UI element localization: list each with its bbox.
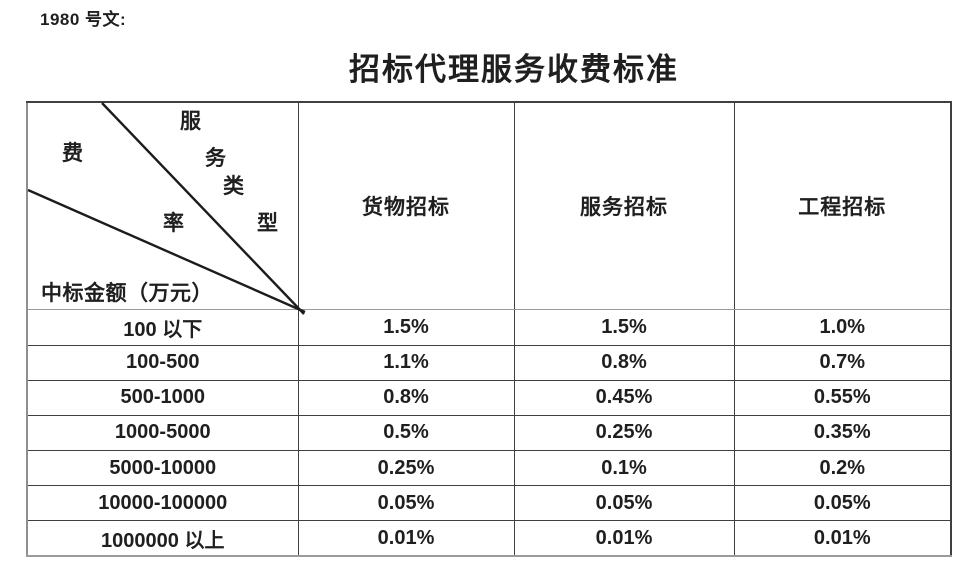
- rate-cell: 1.0%: [733, 309, 952, 346]
- amount-range-cell: 500-1000: [26, 379, 299, 416]
- table-row: 1000000 以上 0.01% 0.01% 0.01%: [26, 520, 952, 557]
- rate-cell: 0.01%: [513, 520, 735, 557]
- fee-table: 费 服 务 类 率 型 中标金额（万元） 货物招标 服务招标 工程招标 100 …: [26, 101, 952, 557]
- header-row: 费 服 务 类 率 型 中标金额（万元） 货物招标 服务招标 工程招标: [26, 101, 952, 315]
- doc-number-label: 1980 号文:: [40, 10, 127, 29]
- rate-cell: 0.05%: [513, 485, 735, 522]
- rate-cell: 0.05%: [297, 485, 515, 522]
- amount-range-cell: 10000-100000: [26, 485, 299, 522]
- amount-range-cell: 5000-10000: [26, 449, 299, 487]
- page-title: 招标代理服务收费标准: [349, 52, 679, 87]
- rate-cell: 0.01%: [297, 520, 515, 557]
- rate-cell: 1.5%: [297, 309, 515, 346]
- rate-cell: 0.35%: [733, 414, 952, 451]
- rate-cell: 0.2%: [733, 449, 952, 487]
- column-header-goods: 货物招标: [297, 101, 515, 311]
- rate-cell: 0.5%: [297, 414, 515, 451]
- column-header-services: 服务招标: [513, 101, 735, 311]
- table-row: 100-500 1.1% 0.8% 0.7%: [26, 344, 952, 381]
- fee-char: 费: [62, 141, 83, 165]
- rate-cell: 0.25%: [297, 449, 515, 487]
- diagonal-line-lower: [27, 188, 306, 314]
- amount-range-cell: 100-500: [26, 344, 299, 381]
- table-row: 1000-5000 0.5% 0.25% 0.35%: [26, 414, 952, 451]
- service-type-char: 服: [180, 109, 201, 133]
- rate-cell: 0.8%: [513, 344, 735, 381]
- service-type-char: 型: [257, 211, 278, 235]
- rate-cell: 0.55%: [733, 379, 952, 416]
- service-type-char: 类: [223, 174, 244, 198]
- table-row: 10000-100000 0.05% 0.05% 0.05%: [26, 485, 952, 522]
- diagonal-lines: [27, 102, 306, 315]
- rate-cell: 0.05%: [733, 485, 952, 522]
- rate-cell: 0.45%: [513, 379, 735, 416]
- rate-cell: 0.1%: [513, 449, 735, 487]
- rate-cell: 0.01%: [733, 520, 952, 557]
- rate-cell: 1.1%: [297, 344, 515, 381]
- diagonal-line-upper: [101, 102, 305, 315]
- amount-axis-label: 中标金额（万元）: [41, 281, 213, 305]
- amount-range-cell: 1000000 以上: [26, 520, 299, 557]
- table-row: 5000-10000 0.25% 0.1% 0.2%: [26, 449, 952, 487]
- rate-cell: 0.25%: [513, 414, 735, 451]
- diagonal-header-cell: 费 服 务 类 率 型 中标金额（万元）: [26, 101, 306, 315]
- service-type-char: 务: [205, 146, 226, 170]
- amount-range-cell: 100 以下: [26, 309, 299, 346]
- rate-char: 率: [163, 211, 184, 235]
- rate-cell: 1.5%: [513, 309, 735, 346]
- table-row: 100 以下 1.5% 1.5% 1.0%: [26, 309, 952, 346]
- rate-cell: 0.8%: [297, 379, 515, 416]
- amount-range-cell: 1000-5000: [26, 414, 299, 451]
- table-row: 500-1000 0.8% 0.45% 0.55%: [26, 379, 952, 416]
- rate-cell: 0.7%: [733, 344, 952, 381]
- column-header-works: 工程招标: [733, 101, 952, 311]
